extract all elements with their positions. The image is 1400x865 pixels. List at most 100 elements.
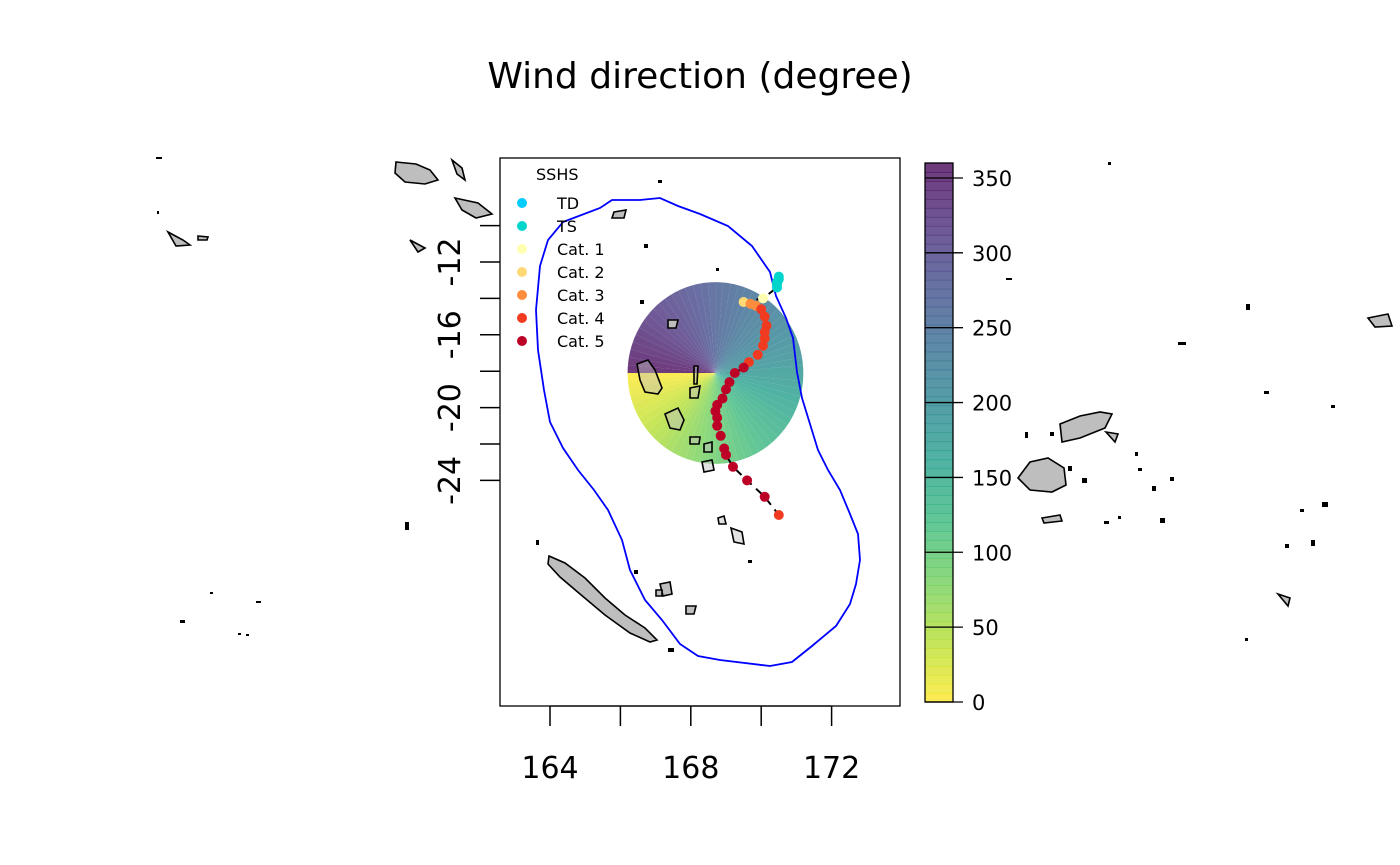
inner-land: [547, 180, 752, 652]
track-point: [752, 349, 763, 360]
colorbar-segment: [925, 468, 953, 479]
colorbar-segment: [925, 216, 953, 227]
colorbar-segment: [925, 450, 953, 461]
colorbar-segment: [925, 612, 953, 622]
cyclone-track-points: [710, 271, 784, 520]
colorbar-segment: [925, 351, 953, 362]
wind-sector: [715, 287, 753, 374]
wind-sector: [632, 334, 716, 374]
colorbar-segment: [925, 234, 953, 245]
colorbar-tick-label: 350: [972, 167, 1012, 191]
legend-swatch: [517, 244, 527, 254]
colorbar-segment: [925, 549, 953, 559]
legend-label: Cat. 1: [557, 240, 605, 259]
wind-sector: [643, 314, 716, 374]
colorbar-tick-label: 300: [972, 242, 1012, 266]
island-pentecost: [693, 365, 699, 385]
islet: [748, 560, 752, 563]
colorbar-segment: [925, 243, 953, 254]
track-point: [759, 311, 770, 322]
colorbar-segment: [925, 567, 953, 577]
colorbar-segment: [925, 270, 953, 281]
legend-label: Cat. 5: [557, 332, 605, 351]
colorbar-segment: [925, 441, 953, 452]
wind-sector: [715, 373, 802, 397]
colorbar-segment: [925, 198, 953, 209]
wind-sector: [678, 373, 716, 459]
colorbar-segment: [925, 261, 953, 272]
colorbar: 0 50 100 150 200 250 300 350: [924, 162, 1012, 715]
outer-island: [197, 235, 210, 241]
wind-sector: [643, 373, 716, 432]
track-point: [759, 491, 770, 502]
legend-label: TD: [556, 194, 579, 213]
wind-sector: [665, 373, 716, 452]
colorbar-segment: [925, 324, 953, 335]
x-tick-label: 172: [803, 751, 860, 786]
island-new-caledonia: [547, 554, 659, 643]
wind-sector: [715, 373, 778, 443]
track-point: [773, 510, 784, 520]
colorbar-segment: [925, 486, 953, 496]
colorbar-segment: [925, 279, 953, 290]
wind-sector: [715, 294, 766, 374]
wind-sector: [671, 290, 716, 374]
wind-sector: [648, 373, 716, 438]
colorbar-segment: [925, 477, 953, 487]
y-axis: -12 -16 -20 -24: [433, 224, 500, 505]
island-tafea: [655, 589, 663, 597]
wind-sector: [692, 283, 716, 374]
colorbar-segment: [925, 675, 953, 685]
colorbar-segment: [925, 630, 953, 640]
colorbar-segment: [925, 594, 953, 604]
wind-sector: [715, 373, 796, 419]
legend-label: Cat. 3: [557, 286, 605, 305]
island-north: [667, 319, 680, 329]
y-tick-label: -12: [433, 238, 468, 287]
wind-sector: [715, 373, 798, 412]
colorbar-segment: [925, 360, 953, 371]
legend-swatch: [517, 267, 527, 277]
map-title: Wind direction (degree): [487, 56, 912, 97]
wind-sector: [715, 283, 739, 374]
islet: [716, 268, 719, 271]
colorbar-segment: [925, 603, 953, 613]
colorbar-segment: [925, 396, 953, 407]
colorbar-segment: [925, 639, 953, 649]
colorbar-segment: [925, 414, 953, 425]
colorbar-segment: [925, 225, 953, 236]
legend-swatch: [517, 290, 527, 300]
wind-sector: [658, 298, 716, 374]
wind-sector: [715, 282, 731, 374]
colorbar-segment: [925, 297, 953, 308]
islet: [644, 244, 648, 248]
track-point: [742, 475, 753, 486]
colorbar-segment: [925, 252, 953, 263]
wind-sector: [715, 327, 796, 374]
outer-island: [165, 229, 193, 247]
colorbar-segment: [925, 684, 953, 694]
track-point: [772, 282, 782, 293]
outer-island: [453, 196, 494, 219]
track-point: [728, 461, 738, 472]
track-point: [729, 368, 740, 378]
outer-island: [1016, 457, 1067, 493]
island-espiritu-santo: [636, 359, 663, 395]
outer-island: [1366, 313, 1394, 328]
colorbar-segment: [925, 576, 953, 586]
colorbar-segment: [925, 648, 953, 658]
colorbar-segment: [925, 171, 953, 182]
legend-swatch: [517, 336, 527, 346]
colorbar-segment: [925, 540, 953, 550]
colorbar-segment: [925, 585, 953, 595]
colorbar-segment: [925, 657, 953, 667]
wind-sector: [665, 294, 716, 374]
outer-island: [1103, 430, 1120, 444]
colorbar-segment: [925, 405, 953, 416]
wind-sector: [715, 320, 792, 374]
colorbar-tick-label: 0: [972, 691, 985, 715]
x-axis: 164 168 172: [521, 705, 860, 786]
wind-sector: [639, 320, 716, 374]
outer-island: [450, 157, 467, 182]
